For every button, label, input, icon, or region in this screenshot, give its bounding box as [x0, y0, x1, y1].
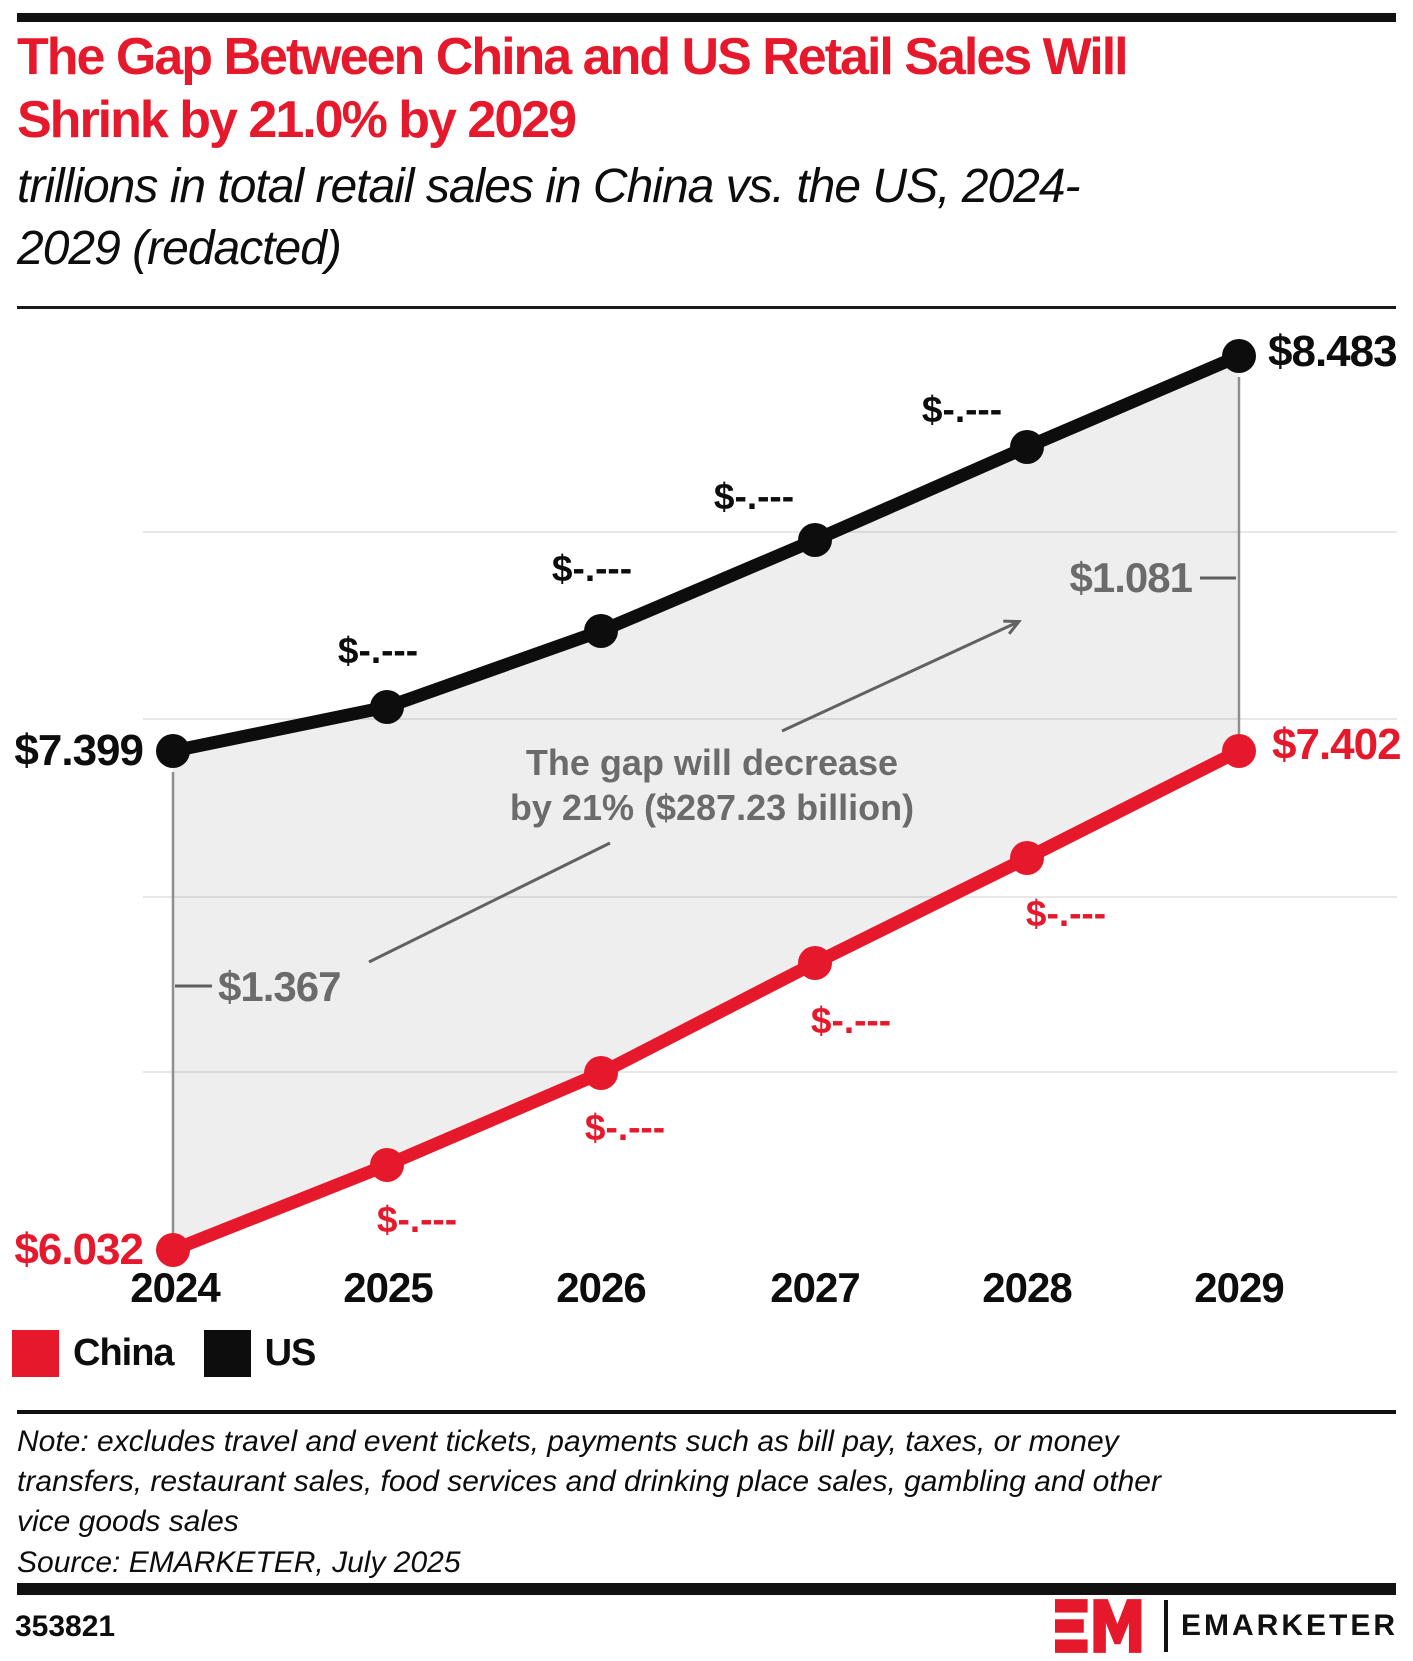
- gap-start-value-label: $1.367: [218, 963, 341, 1010]
- page-title-line2: Shrink by 21.0% by 2029: [17, 91, 577, 149]
- chart-id: 353821: [15, 1610, 116, 1643]
- footnote-line1: Note: excludes travel and event tickets,…: [17, 1425, 1119, 1458]
- us-redacted-label-2028: $-.---: [921, 389, 1003, 430]
- legend-item-china: China: [12, 1330, 175, 1377]
- us-redacted-label-2026: $-.---: [551, 548, 633, 589]
- annotation-pointer-line: [368, 841, 611, 964]
- footnote-line2: transfers, restaurant sales, food servic…: [17, 1465, 1161, 1498]
- header-divider-rule: [17, 306, 1396, 309]
- x-axis-label-2028: 2028: [982, 1264, 1072, 1311]
- us-last-value-label: $8.483: [1268, 327, 1398, 376]
- chart-legend: China US: [12, 1330, 317, 1377]
- china-last-value-label: $7.402: [1272, 720, 1402, 769]
- china-first-value-label: $6.032: [14, 1225, 144, 1274]
- page-subtitle-line1: trillions in total retail sales in China…: [17, 160, 1081, 213]
- gap-end-value-label: $1.081: [1069, 554, 1193, 601]
- us-redacted-label-2025: $-.---: [337, 630, 419, 671]
- china-legend-label: China: [73, 1332, 175, 1374]
- brand-logo: EMARKETER: [1054, 1598, 1398, 1654]
- us-first-value-label: $7.399: [14, 726, 144, 775]
- emarketer-logo-icon: [1054, 1599, 1142, 1653]
- page-title: The Gap Between China and US Retail Sale…: [17, 26, 1397, 152]
- x-axis-label-2026: 2026: [556, 1264, 646, 1311]
- x-axis-label-2025: 2025: [343, 1264, 433, 1311]
- china-legend-swatch: [12, 1330, 59, 1377]
- gap-annotation: The gap will decrease by 21% ($287.23 bi…: [510, 740, 914, 830]
- footnote: Note: excludes travel and event tickets,…: [17, 1422, 1402, 1542]
- us-legend-label: US: [264, 1332, 317, 1374]
- annotation-arrow: [781, 619, 1022, 733]
- gap-annotation-line2: by 21% ($287.23 billion): [509, 787, 915, 828]
- page-subtitle: trillions in total retail sales in China…: [17, 156, 1397, 280]
- x-axis-label-2027: 2027: [770, 1264, 860, 1311]
- legend-item-us: US: [203, 1330, 317, 1377]
- x-axis-label-2029: 2029: [1194, 1264, 1284, 1311]
- footnote-line3: vice goods sales: [17, 1505, 239, 1538]
- page-title-line1: The Gap Between China and US Retail Sale…: [17, 28, 1129, 86]
- note-divider-rule: [17, 1410, 1396, 1414]
- us-legend-swatch: [203, 1330, 251, 1377]
- gap-annotation-line1: The gap will decrease: [525, 742, 899, 783]
- us-redacted-label-2027: $-.---: [713, 476, 795, 517]
- brand-logo-separator: [1163, 1600, 1168, 1652]
- brand-name: EMARKETER: [1180, 1609, 1398, 1642]
- china-redacted-label-2025: $-.---: [376, 1199, 458, 1240]
- page-subtitle-line2: 2029 (redacted): [17, 222, 342, 275]
- x-axis-label-2024: 2024: [130, 1264, 220, 1311]
- top-divider-bar: [17, 13, 1396, 22]
- source-line: Source: EMARKETER, July 2025: [17, 1546, 461, 1579]
- china-redacted-label-2026: $-.---: [584, 1107, 666, 1148]
- footer-divider-bar: [17, 1583, 1396, 1595]
- china-redacted-label-2028: $-.---: [1025, 893, 1107, 934]
- china-redacted-label-2027: $-.---: [810, 1000, 892, 1041]
